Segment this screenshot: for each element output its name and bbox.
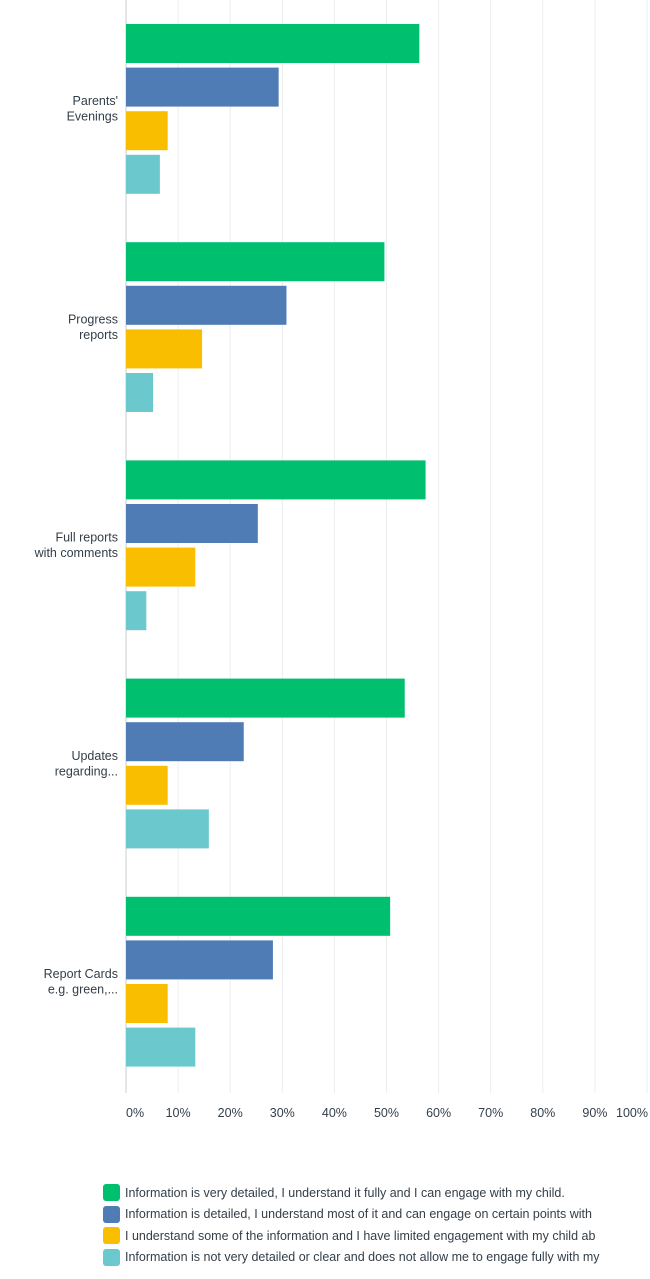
bar[interactable] — [126, 896, 391, 936]
legend-item[interactable]: I understand some of the information and… — [103, 1225, 650, 1247]
bar[interactable] — [126, 1027, 196, 1067]
category-label: Report Cards e.g. green,... — [44, 967, 118, 997]
legend-swatch — [103, 1184, 120, 1202]
legend-label: Information is detailed, I understand mo… — [125, 1207, 592, 1222]
category-label: Parents' Evenings — [67, 94, 118, 124]
bar[interactable] — [126, 809, 209, 849]
bar[interactable] — [126, 373, 154, 412]
bar[interactable] — [126, 242, 385, 282]
legend-label: Information is not very detailed or clea… — [125, 1250, 600, 1265]
legend-swatch — [103, 1205, 120, 1223]
legend-item[interactable]: Information is detailed, I understand mo… — [103, 1204, 650, 1226]
x-tick-label: 0% — [126, 1106, 144, 1120]
legend-label: Information is very detailed, I understa… — [125, 1185, 565, 1200]
legend-swatch — [103, 1248, 120, 1266]
bar[interactable] — [126, 765, 168, 805]
legend-swatch — [103, 1227, 120, 1245]
x-tick-label: 100% — [616, 1106, 648, 1120]
gridlines — [177, 0, 648, 1093]
x-tick-label: 50% — [374, 1106, 399, 1120]
bar[interactable] — [126, 24, 420, 63]
bar[interactable] — [126, 591, 147, 631]
category-labels: Parents' Evenings Progress reports Full repo… — [34, 94, 118, 996]
x-tick-label: 20% — [218, 1106, 243, 1120]
x-tick-label: 30% — [270, 1106, 295, 1120]
legend-item[interactable]: Information is very detailed, I understa… — [103, 1182, 650, 1204]
x-tick-label: 40% — [322, 1106, 347, 1120]
bar[interactable] — [126, 111, 168, 151]
bar[interactable] — [126, 678, 405, 718]
legend-item[interactable]: Information is not very detailed or clea… — [103, 1247, 650, 1269]
bar[interactable] — [126, 940, 273, 980]
bars — [126, 24, 426, 1067]
x-tick-label: 10% — [166, 1106, 191, 1120]
category-label: Progress reports — [68, 312, 118, 342]
legend-label: I understand some of the information and… — [125, 1228, 596, 1243]
x-tick-label: 80% — [530, 1106, 555, 1120]
category-label: Full reports with comments — [34, 531, 118, 561]
category-label: Updates regarding... — [55, 749, 118, 779]
bar[interactable] — [126, 285, 287, 325]
x-tick-label: 60% — [426, 1106, 451, 1120]
bar[interactable] — [126, 329, 203, 369]
bar[interactable] — [126, 722, 244, 762]
x-tick-labels: 0% 10% 20% 30% 40% 50% 60% 70% 80% 90% 100% — [126, 1106, 648, 1120]
bar[interactable] — [126, 154, 160, 194]
bar[interactable] — [126, 547, 196, 587]
bar[interactable] — [126, 984, 168, 1023]
bar[interactable] — [126, 67, 279, 107]
bar[interactable] — [126, 460, 426, 500]
bar-chart: Parents' Evenings Progress reports Full repo… — [34, 0, 648, 1120]
x-tick-label: 70% — [478, 1106, 503, 1120]
x-tick-label: 90% — [582, 1106, 607, 1120]
bar[interactable] — [126, 504, 258, 543]
legend: Information is very detailed, I understa… — [103, 1182, 650, 1268]
